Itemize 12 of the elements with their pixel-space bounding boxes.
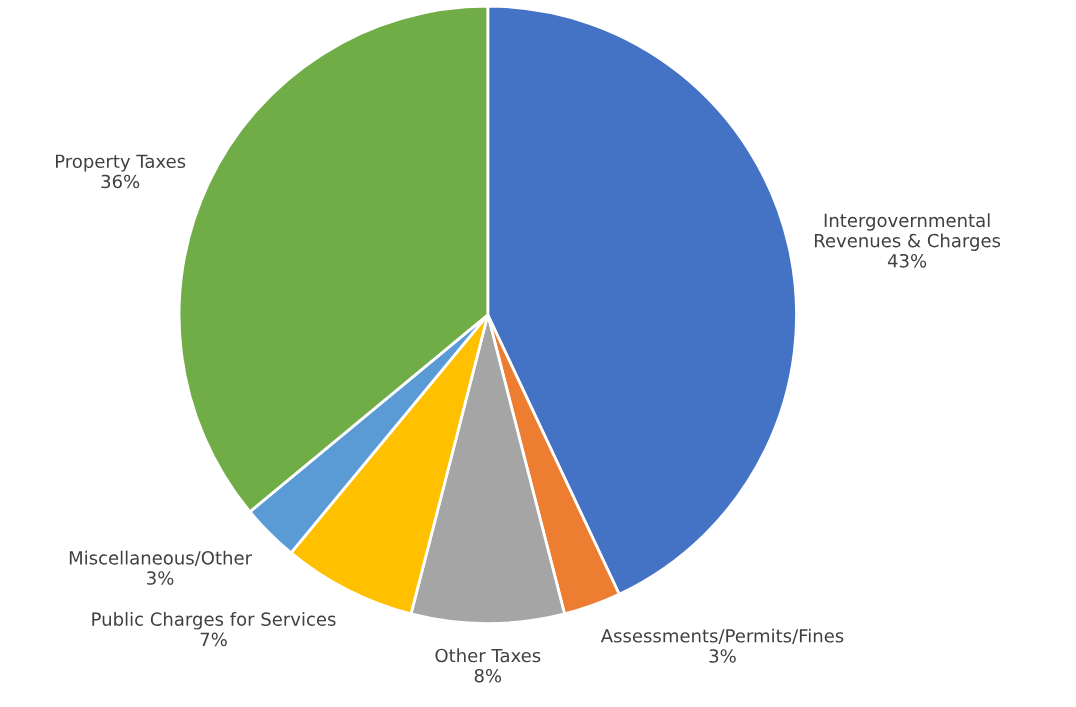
slice-label: Intergovernmental Revenues & Charges bbox=[814, 213, 1001, 251]
slice-label: Public Charges for Services bbox=[92, 612, 336, 630]
slice-label: Miscellaneous/Other bbox=[69, 550, 253, 567]
data-label: 3% bbox=[709, 649, 736, 663]
slice-label: Assessments/Permits/Fines bbox=[600, 628, 844, 645]
data-label: 43% bbox=[887, 253, 927, 268]
slice-label: Property Taxes bbox=[55, 154, 186, 172]
data-label: 36% bbox=[101, 174, 140, 189]
data-label: 8% bbox=[474, 668, 502, 683]
data-label: 7% bbox=[200, 632, 227, 647]
slice-label: Other Taxes bbox=[435, 648, 541, 663]
data-label: 3% bbox=[147, 571, 174, 585]
